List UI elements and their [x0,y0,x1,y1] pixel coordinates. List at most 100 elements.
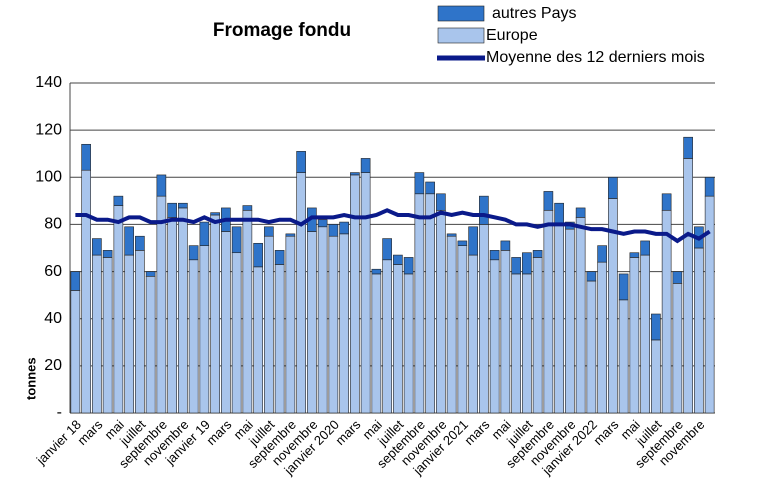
bar-segment [360,172,371,414]
bar-segment [618,299,629,414]
average-line [75,208,711,244]
bar-segment [554,224,564,414]
bar-segment [382,238,392,261]
bar-segment [242,205,253,211]
bar-segment [70,271,81,291]
bar-segment [683,136,693,159]
bar-segment [543,209,554,414]
x-tick-label: janvier 18 [33,417,84,468]
bar-segment [651,313,661,341]
bar-segment [274,250,285,265]
bar-segment [597,261,607,414]
bar-segment [543,191,554,211]
y-tick-label: 60 [44,263,62,280]
bar-segment [328,224,339,237]
bar-segment [393,254,403,265]
bar-segment [81,169,91,414]
bar-segment [436,209,446,414]
bar-segment [597,245,607,263]
bar-segment [436,193,446,211]
legend-swatch [437,5,485,22]
y-tick-label: 40 [44,310,62,327]
bar-segment [253,266,263,414]
bar-segment [683,158,693,414]
bar-segment [661,193,672,211]
bar-segment [285,233,296,237]
bar-segment [92,238,102,256]
bar-segment [339,221,349,235]
bar-segment [167,202,177,218]
bar-segment [586,280,597,414]
bar-segment [522,252,532,275]
bar-segment [489,250,500,261]
bar-segment [694,247,704,414]
bar-segment [500,240,511,251]
bar-segment [382,259,392,414]
bar-segment [156,174,167,197]
bar-segment [156,195,167,414]
bar-segment [296,172,306,414]
bar-segment [317,226,328,414]
bar-segment [145,271,156,277]
bar-segment [296,151,306,173]
bar-segment [124,226,134,256]
y-tick-label: 100 [35,169,62,186]
bar-segment [629,257,640,414]
bar-segment [145,275,156,414]
bar-segment [586,271,597,282]
y-tick-label: 80 [44,216,62,233]
bar-segment [640,240,650,256]
bar-segment [511,273,521,414]
chart-title: Fromage fondu [213,20,351,41]
bar-segment [188,259,199,414]
bar-segment [102,250,113,258]
bar-segment [210,212,220,216]
bar-segment [178,207,188,414]
bar-segment [210,214,220,414]
bar-segment [403,257,414,275]
bar-segment [242,209,253,414]
bar-segment [135,250,145,414]
bar-segment [414,172,425,195]
bar-segment [468,226,478,256]
bar-segment [231,226,242,254]
bar-segment [554,202,564,225]
bar-segment [532,250,543,258]
y-tick-label: - [57,404,62,421]
bar-segment [264,226,274,237]
bar-segment [565,228,575,414]
bar-segment [672,283,683,414]
y-axis-label: tonnes [23,357,38,400]
bar-segment [500,250,511,414]
bar-segment [629,252,640,258]
bar-segment [371,273,382,414]
bar-segment [135,235,145,251]
bar-segment [393,264,403,414]
bar-segment [446,235,457,414]
bar-segment [360,158,371,173]
bar-segment [403,273,414,414]
bar-segment [102,257,113,414]
bar-segment [350,174,360,414]
bar-segment [124,254,134,414]
legend-label: Europe [486,27,538,44]
bar-segment [575,217,586,414]
legend-label: autres Pays [492,5,576,22]
bar-segment [113,195,124,206]
bar-segment [221,231,231,414]
bar-segment [167,217,177,414]
bar-segment [651,339,661,414]
bar-segment [425,193,435,414]
bar-segment [457,240,468,246]
bar-segment [371,268,382,275]
bar-segment [414,193,425,414]
bar-segment [81,143,91,171]
bar-segment [92,254,102,414]
bar-segment [489,259,500,414]
bar-segment [317,219,328,228]
y-tick-label: 140 [35,74,62,91]
bar-segment [350,172,360,176]
legend-label: Moyenne des 12 derniers mois [486,49,705,66]
legend-swatch [437,27,485,44]
